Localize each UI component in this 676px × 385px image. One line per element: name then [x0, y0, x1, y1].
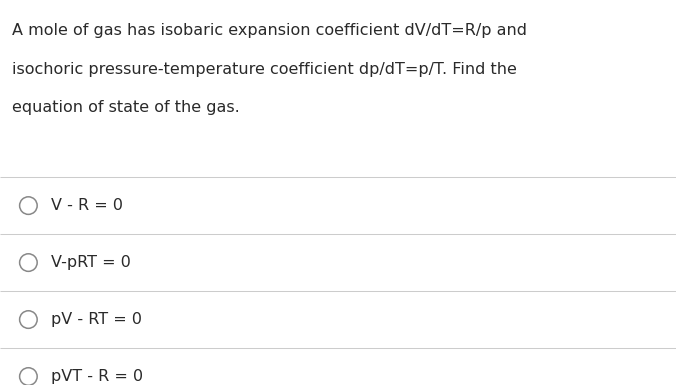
- Text: equation of state of the gas.: equation of state of the gas.: [12, 100, 240, 115]
- Text: V-pRT = 0: V-pRT = 0: [51, 255, 130, 270]
- Text: pVT - R = 0: pVT - R = 0: [51, 369, 143, 384]
- Text: A mole of gas has isobaric expansion coefficient dV/dT=R/p and: A mole of gas has isobaric expansion coe…: [12, 23, 527, 38]
- Text: isochoric pressure-temperature coefficient dp/dT=p/T. Find the: isochoric pressure-temperature coefficie…: [12, 62, 517, 77]
- Text: V - R = 0: V - R = 0: [51, 198, 123, 213]
- Text: pV - RT = 0: pV - RT = 0: [51, 312, 142, 327]
